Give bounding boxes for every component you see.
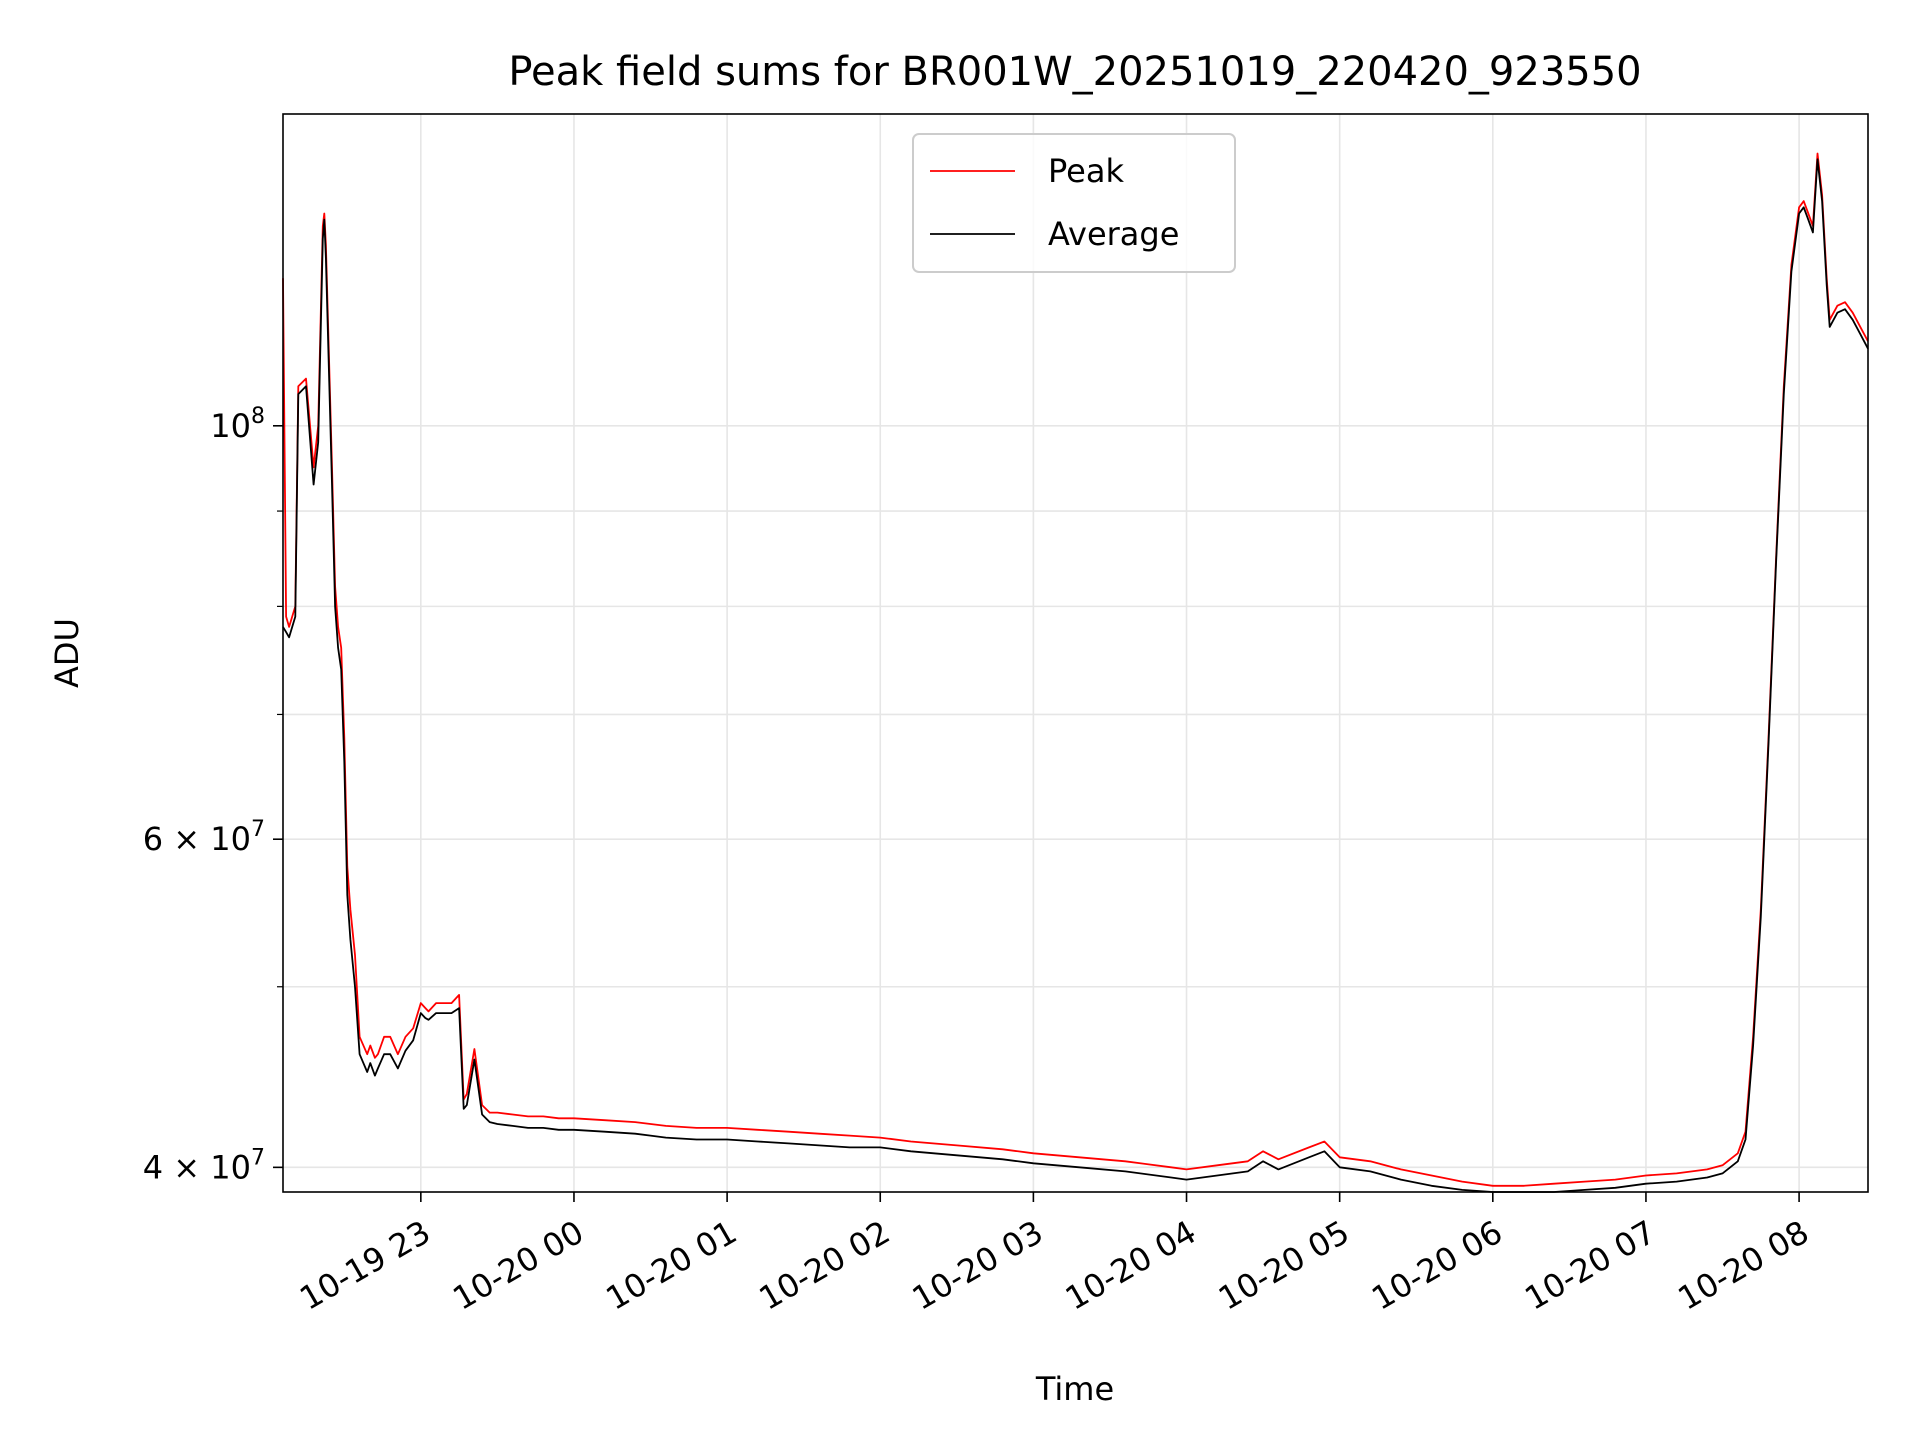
legend-box	[912, 133, 1236, 273]
legend: Peak Average	[912, 133, 1236, 273]
plot-frame	[282, 113, 1869, 1193]
y-tick-exponent: 7	[251, 1145, 265, 1170]
y-axis-label: ADU	[48, 618, 86, 688]
y-tick-label: 4 × 107	[143, 1145, 265, 1186]
y-tick-exponent: 7	[251, 817, 265, 842]
chart-title: Peak field sums for BR001W_20251019_2204…	[508, 49, 1641, 95]
y-tick-label: 108	[210, 404, 265, 445]
legend-label-average: Average	[1048, 215, 1179, 253]
y-tick-mantissa: 4	[143, 1148, 163, 1186]
y-tick-times: × 10	[163, 820, 251, 858]
y-tick-base: 10	[210, 407, 251, 445]
y-tick-times: × 10	[163, 1148, 251, 1186]
y-tick-label: 6 × 107	[143, 817, 265, 858]
series-layer	[282, 152, 1869, 1193]
y-tick-exponent: 8	[251, 404, 265, 429]
series-line-average	[282, 158, 1869, 1193]
y-tick-mantissa: 6	[143, 820, 163, 858]
x-axis-label: Time	[1035, 1370, 1114, 1408]
plot-area-background	[283, 114, 1868, 1192]
legend-label-peak: Peak	[1048, 152, 1124, 190]
